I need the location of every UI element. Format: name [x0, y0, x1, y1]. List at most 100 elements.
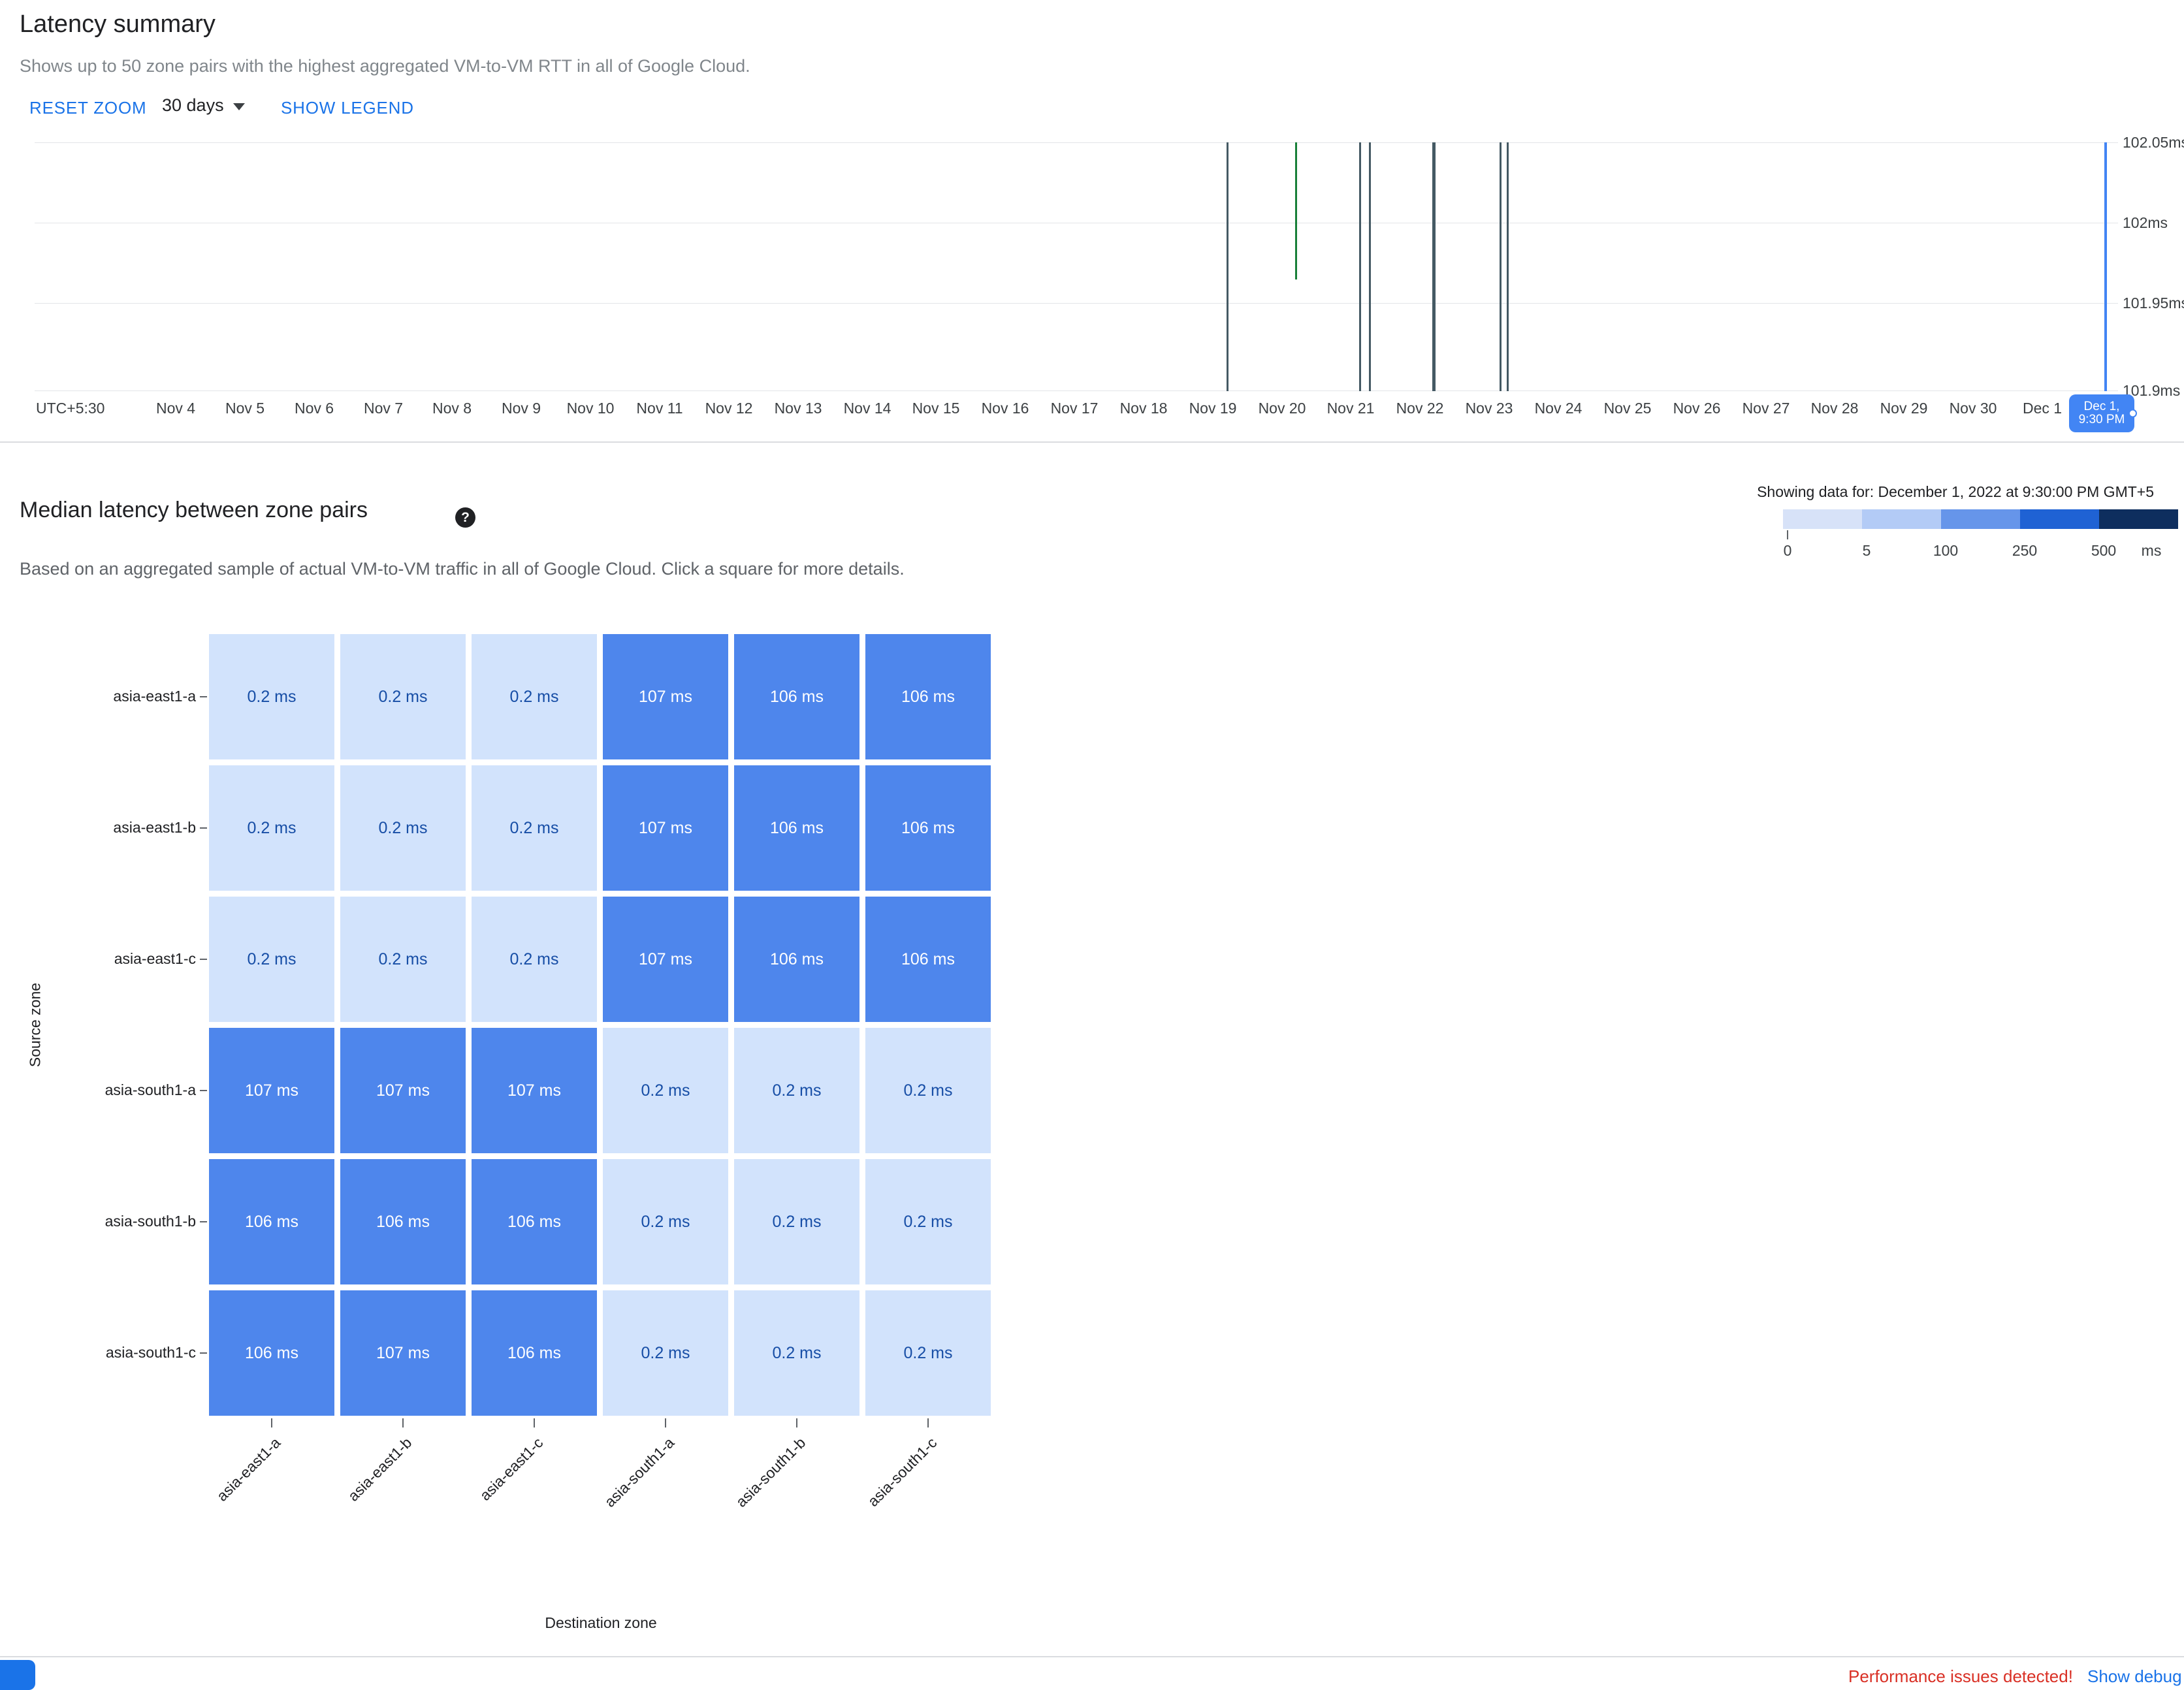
x-axis-tick-label: Nov 12 — [705, 400, 753, 417]
heatmap-cell[interactable]: 0.2 ms — [472, 765, 597, 891]
heatmap-cell[interactable]: 106 ms — [340, 1159, 466, 1284]
heatmap-cell[interactable]: 0.2 ms — [865, 1159, 991, 1284]
x-axis-tick-label: Nov 24 — [1534, 400, 1582, 417]
column-tick — [271, 1418, 272, 1427]
heatmap-cell[interactable]: 106 ms — [865, 634, 991, 759]
latency-scale-tick-label: 5 — [1862, 542, 1871, 559]
heatmap-cell[interactable]: 0.2 ms — [340, 634, 466, 759]
destination-zone-label: asia-south1-c — [864, 1434, 940, 1510]
time-cursor-handle[interactable]: Dec 1, 9:30 PM — [2069, 394, 2137, 432]
time-cursor-label: Dec 1, 9:30 PM — [2078, 400, 2125, 426]
heatmap-cell[interactable]: 106 ms — [734, 634, 859, 759]
heatmap-cell[interactable]: 0.2 ms — [340, 765, 466, 891]
x-axis-tick-label: Nov 5 — [225, 400, 265, 417]
heatmap-subtitle: Based on an aggregated sample of actual … — [20, 559, 905, 579]
help-icon[interactable]: ? — [455, 507, 475, 528]
heatmap-cell[interactable]: 107 ms — [472, 1028, 597, 1153]
x-axis-tick-label: Nov 17 — [1050, 400, 1099, 417]
latency-summary-title: Latency summary — [20, 10, 216, 38]
x-axis-tick-label: Nov 23 — [1465, 400, 1513, 417]
x-axis-tick-label: Nov 10 — [566, 400, 615, 417]
heatmap-cell[interactable]: 0.2 ms — [209, 897, 334, 1022]
heatmap-cell[interactable]: 106 ms — [734, 765, 859, 891]
time-cursor-dot[interactable] — [2128, 409, 2137, 418]
heatmap-cell[interactable]: 107 ms — [340, 1028, 466, 1153]
latency-spike — [1369, 142, 1371, 391]
heatmap-cell[interactable]: 106 ms — [865, 897, 991, 1022]
x-axis-tick-label: Nov 7 — [363, 400, 404, 417]
heatmap-cell[interactable]: 0.2 ms — [734, 1028, 859, 1153]
source-zone-label: asia-east1-a — [113, 688, 196, 705]
row-tick — [200, 827, 207, 829]
show-legend-button[interactable]: SHOW LEGEND — [281, 98, 414, 118]
heatmap-cell[interactable]: 0.2 ms — [865, 1028, 991, 1153]
destination-zone-label: asia-south1-b — [732, 1434, 809, 1510]
heatmap-cell[interactable]: 107 ms — [603, 765, 728, 891]
x-axis-tick-label: Nov 19 — [1189, 400, 1237, 417]
destination-zone-axis-label: Destination zone — [545, 1614, 657, 1631]
latency-spike — [1507, 142, 1509, 391]
x-axis-tick-label: Nov 9 — [501, 400, 541, 417]
latency-chart-plot[interactable] — [35, 142, 2118, 391]
x-axis-tick-label: Nov 30 — [1949, 400, 1997, 417]
x-axis-tick-label: Dec 1 — [2022, 400, 2063, 417]
time-range-value: 30 days — [162, 95, 224, 115]
latency-scale-segment — [2020, 509, 2099, 529]
show-debug-panel-link[interactable]: Show debug p — [2087, 1666, 2184, 1686]
x-axis-tick-label: Nov 13 — [774, 400, 822, 417]
row-tick — [200, 1221, 207, 1222]
heatmap-cell[interactable]: 0.2 ms — [209, 765, 334, 891]
heatmap-cell[interactable]: 107 ms — [603, 634, 728, 759]
latency-scale-labels: 0 5 100 250 500 ms — [1784, 542, 2184, 562]
x-axis-tick-label: Nov 11 — [636, 400, 683, 417]
performance-warning-text: Performance issues detected! — [1848, 1666, 2073, 1686]
heatmap-cell[interactable]: 106 ms — [865, 765, 991, 891]
source-zone-label: asia-east1-c — [114, 950, 196, 967]
y-axis-tick-label: 102.05ms — [2123, 134, 2184, 151]
x-axis-tick-label: Nov 20 — [1258, 400, 1306, 417]
heatmap-cell[interactable]: 107 ms — [340, 1290, 466, 1416]
heatmap-cell[interactable]: 106 ms — [734, 897, 859, 1022]
heatmap-cell[interactable]: 106 ms — [209, 1290, 334, 1416]
heatmap-cell[interactable]: 0.2 ms — [603, 1159, 728, 1284]
heatmap-cell[interactable]: 106 ms — [472, 1290, 597, 1416]
x-axis-tick-label: Nov 27 — [1742, 400, 1790, 417]
heatmap-cell[interactable]: 0.2 ms — [734, 1159, 859, 1284]
section-divider — [0, 441, 2184, 443]
column-tick — [665, 1418, 666, 1427]
latency-scale-tick-label: 500 — [2091, 542, 2117, 559]
x-axis-tick-label: Nov 8 — [432, 400, 472, 417]
x-axis-tick-label: Nov 4 — [155, 400, 196, 417]
heatmap-cell[interactable]: 107 ms — [209, 1028, 334, 1153]
source-zone-label: asia-south1-c — [105, 1344, 196, 1361]
heatmap-grid: 0.2 ms 0.2 ms 0.2 ms 107 ms 106 ms 106 ms 0.2 … — [209, 634, 991, 1416]
latency-spike — [1295, 142, 1297, 279]
heatmap-cell[interactable]: 0.2 ms — [603, 1028, 728, 1153]
footer-divider — [0, 1656, 2184, 1657]
latency-chart-y-axis: 102.05ms 102ms 101.95ms 101.9ms — [2123, 134, 2184, 399]
heatmap-cell[interactable]: 0.2 ms — [734, 1290, 859, 1416]
heatmap-cell[interactable]: 0.2 ms — [209, 634, 334, 759]
destination-zone-label: asia-east1-c — [476, 1434, 547, 1504]
x-axis-tick-label: Nov 26 — [1673, 400, 1721, 417]
reset-zoom-button[interactable]: RESET ZOOM — [29, 98, 147, 118]
heatmap-cell[interactable]: 0.2 ms — [865, 1290, 991, 1416]
row-tick — [200, 959, 207, 960]
latency-scale-segment — [1783, 509, 1862, 529]
debug-panel-tab[interactable] — [0, 1660, 35, 1690]
time-range-dropdown[interactable]: 30 days — [162, 95, 245, 116]
heatmap-cell[interactable]: 106 ms — [209, 1159, 334, 1284]
row-tick — [200, 696, 207, 697]
row-tick — [200, 1352, 207, 1354]
heatmap-cell[interactable]: 0.2 ms — [603, 1290, 728, 1416]
column-tick — [796, 1418, 797, 1427]
heatmap-cell[interactable]: 0.2 ms — [472, 634, 597, 759]
chevron-down-icon — [233, 103, 245, 110]
heatmap-cell[interactable]: 106 ms — [472, 1159, 597, 1284]
heatmap-title: Median latency between zone pairs — [20, 498, 368, 522]
heatmap-cell[interactable]: 0.2 ms — [340, 897, 466, 1022]
heatmap-cell[interactable]: 107 ms — [603, 897, 728, 1022]
latency-scale-segment — [1941, 509, 2020, 529]
destination-zone-label: asia-south1-a — [601, 1434, 678, 1510]
heatmap-cell[interactable]: 0.2 ms — [472, 897, 597, 1022]
